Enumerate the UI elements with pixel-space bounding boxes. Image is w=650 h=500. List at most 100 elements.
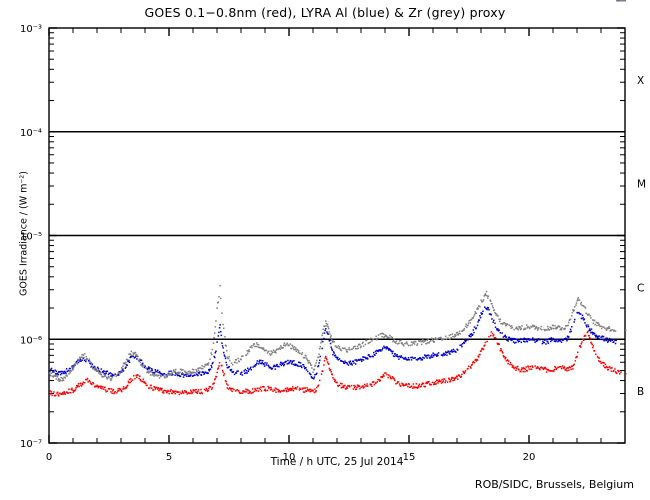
data-point xyxy=(259,388,262,391)
data-point xyxy=(448,377,450,380)
data-point xyxy=(166,376,168,378)
data-point xyxy=(103,370,105,372)
data-point xyxy=(604,327,606,329)
data-point xyxy=(220,334,223,337)
data-point xyxy=(245,369,248,372)
data-point xyxy=(351,364,353,366)
data-point xyxy=(419,340,422,342)
data-point xyxy=(359,387,361,390)
data-point xyxy=(190,371,192,373)
data-point xyxy=(591,331,593,334)
data-point xyxy=(185,391,188,393)
data-point xyxy=(128,381,130,384)
data-point xyxy=(493,334,495,336)
data-point xyxy=(247,367,249,370)
data-point xyxy=(258,387,260,390)
data-point xyxy=(190,372,193,375)
x-tick-label: 5 xyxy=(166,452,172,463)
data-point xyxy=(182,391,184,394)
data-point xyxy=(235,358,238,361)
data-point xyxy=(201,392,203,395)
data-point xyxy=(362,345,365,347)
data-point xyxy=(350,363,352,365)
data-point xyxy=(181,372,184,374)
data-point xyxy=(105,372,107,374)
data-point xyxy=(182,376,185,378)
data-point xyxy=(430,356,432,359)
data-point xyxy=(436,379,439,382)
data-point xyxy=(93,368,95,370)
data-point xyxy=(280,390,282,393)
data-point xyxy=(383,375,385,377)
data-point xyxy=(581,314,584,317)
data-point xyxy=(480,312,482,314)
data-point xyxy=(317,385,319,387)
data-point xyxy=(156,371,158,373)
data-point xyxy=(416,359,419,361)
data-point xyxy=(360,358,362,361)
data-point xyxy=(491,302,493,305)
data-point xyxy=(326,325,328,327)
data-point xyxy=(475,358,477,361)
data-point xyxy=(388,337,391,339)
data-point xyxy=(494,312,497,315)
data-point xyxy=(341,360,343,362)
data-point xyxy=(275,388,278,390)
data-point xyxy=(485,308,488,310)
data-point xyxy=(274,365,276,367)
data-point xyxy=(376,338,378,341)
data-point xyxy=(494,326,497,329)
data-point xyxy=(565,369,567,371)
data-point xyxy=(324,329,326,332)
data-point xyxy=(517,329,520,331)
data-point xyxy=(216,371,218,374)
data-point xyxy=(592,346,594,349)
data-point xyxy=(112,388,115,391)
data-point xyxy=(330,335,332,337)
data-point xyxy=(367,385,369,387)
data-point xyxy=(476,324,479,327)
data-point xyxy=(199,371,201,373)
data-point xyxy=(539,368,541,371)
data-point xyxy=(394,341,397,343)
data-point xyxy=(347,348,349,351)
data-point xyxy=(124,363,127,365)
data-point xyxy=(326,361,329,363)
data-point xyxy=(337,345,340,347)
data-point xyxy=(458,375,461,377)
data-point xyxy=(298,389,301,391)
data-point xyxy=(279,348,281,351)
data-point xyxy=(210,352,212,354)
data-point xyxy=(573,321,575,323)
data-point xyxy=(516,327,518,330)
data-point xyxy=(362,359,365,361)
data-point xyxy=(437,337,439,340)
data-point xyxy=(411,344,413,346)
data-point xyxy=(230,368,233,371)
data-point xyxy=(100,385,103,388)
data-point xyxy=(502,322,505,324)
data-point xyxy=(541,366,543,369)
data-point xyxy=(445,335,447,338)
data-point xyxy=(385,348,388,350)
data-point xyxy=(293,346,296,348)
data-point xyxy=(108,376,110,378)
data-point xyxy=(374,337,376,340)
data-point xyxy=(388,374,390,376)
data-point xyxy=(206,362,209,365)
data-point xyxy=(407,358,409,361)
data-point xyxy=(309,390,311,393)
data-point xyxy=(441,378,443,381)
data-point xyxy=(444,381,446,384)
data-point xyxy=(543,328,545,331)
data-point xyxy=(190,374,192,376)
data-point xyxy=(78,385,80,388)
data-point xyxy=(132,352,134,354)
data-point xyxy=(247,352,249,355)
data-point xyxy=(106,376,108,379)
data-point xyxy=(406,343,409,345)
data-point xyxy=(252,391,254,394)
data-point xyxy=(499,320,501,323)
data-point xyxy=(491,318,493,320)
